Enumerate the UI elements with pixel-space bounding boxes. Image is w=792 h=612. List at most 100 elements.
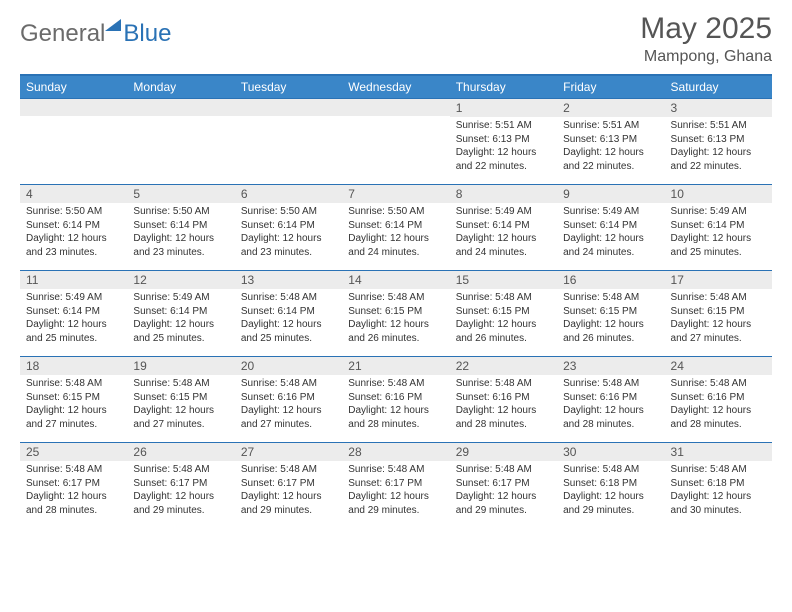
day-number: [20, 99, 127, 116]
sunrise-line: Sunrise: 5:50 AM: [348, 205, 443, 219]
sunrise-line: Sunrise: 5:48 AM: [133, 377, 228, 391]
sunrise-line: Sunrise: 5:48 AM: [348, 291, 443, 305]
calendar-day-cell: [20, 99, 127, 185]
sunrise-line: Sunrise: 5:48 AM: [26, 463, 121, 477]
calendar-day-cell: 11Sunrise: 5:49 AMSunset: 6:14 PMDayligh…: [20, 271, 127, 357]
calendar-day-cell: 25Sunrise: 5:48 AMSunset: 6:17 PMDayligh…: [20, 443, 127, 529]
sunrise-line: Sunrise: 5:48 AM: [241, 377, 336, 391]
day-details: Sunrise: 5:48 AMSunset: 6:14 PMDaylight:…: [235, 289, 342, 347]
sunset-line: Sunset: 6:18 PM: [563, 477, 658, 491]
sunrise-line: Sunrise: 5:48 AM: [348, 377, 443, 391]
daylight-line: Daylight: 12 hours and 25 minutes.: [26, 318, 121, 345]
day-details: Sunrise: 5:49 AMSunset: 6:14 PMDaylight:…: [665, 203, 772, 261]
logo-text-blue: Blue: [123, 20, 171, 48]
sunset-line: Sunset: 6:13 PM: [456, 133, 551, 147]
sunrise-line: Sunrise: 5:48 AM: [26, 377, 121, 391]
sunrise-line: Sunrise: 5:51 AM: [456, 119, 551, 133]
day-details: Sunrise: 5:48 AMSunset: 6:16 PMDaylight:…: [342, 375, 449, 433]
calendar-day-cell: 12Sunrise: 5:49 AMSunset: 6:14 PMDayligh…: [127, 271, 234, 357]
calendar-day-cell: [235, 99, 342, 185]
sunrise-line: Sunrise: 5:48 AM: [671, 291, 766, 305]
daylight-line: Daylight: 12 hours and 29 minutes.: [241, 490, 336, 517]
sunset-line: Sunset: 6:14 PM: [241, 305, 336, 319]
daylight-line: Daylight: 12 hours and 24 minutes.: [348, 232, 443, 259]
sunrise-line: Sunrise: 5:48 AM: [456, 291, 551, 305]
sunset-line: Sunset: 6:16 PM: [563, 391, 658, 405]
sunrise-line: Sunrise: 5:49 AM: [456, 205, 551, 219]
calendar-week-row: 25Sunrise: 5:48 AMSunset: 6:17 PMDayligh…: [20, 443, 772, 529]
logo: General Blue: [20, 12, 171, 48]
sunrise-line: Sunrise: 5:50 AM: [26, 205, 121, 219]
daylight-line: Daylight: 12 hours and 26 minutes.: [563, 318, 658, 345]
sunrise-line: Sunrise: 5:49 AM: [133, 291, 228, 305]
calendar-day-cell: 19Sunrise: 5:48 AMSunset: 6:15 PMDayligh…: [127, 357, 234, 443]
day-number: 23: [557, 357, 664, 375]
sunrise-line: Sunrise: 5:48 AM: [563, 291, 658, 305]
sunrise-line: Sunrise: 5:48 AM: [671, 463, 766, 477]
day-details: Sunrise: 5:50 AMSunset: 6:14 PMDaylight:…: [342, 203, 449, 261]
daylight-line: Daylight: 12 hours and 24 minutes.: [456, 232, 551, 259]
day-number: 13: [235, 271, 342, 289]
weekday-row: SundayMondayTuesdayWednesdayThursdayFrid…: [20, 75, 772, 99]
calendar-day-cell: 2Sunrise: 5:51 AMSunset: 6:13 PMDaylight…: [557, 99, 664, 185]
calendar-day-cell: 20 Sunrise: 5:48 AMSunset: 6:16 PMDayligh…: [235, 357, 342, 443]
daylight-line: Daylight: 12 hours and 29 minutes.: [133, 490, 228, 517]
sunrise-line: Sunrise: 5:51 AM: [563, 119, 658, 133]
sunset-line: Sunset: 6:14 PM: [563, 219, 658, 233]
calendar-day-cell: 15Sunrise: 5:48 AMSunset: 6:15 PMDayligh…: [450, 271, 557, 357]
sunrise-line: Sunrise: 5:50 AM: [241, 205, 336, 219]
day-details: Sunrise: 5:51 AMSunset: 6:13 PMDaylight:…: [450, 117, 557, 175]
daylight-line: Daylight: 12 hours and 28 minutes.: [456, 404, 551, 431]
day-details: Sunrise: 5:48 AMSunset: 6:16 PMDaylight:…: [557, 375, 664, 433]
sunset-line: Sunset: 6:15 PM: [133, 391, 228, 405]
day-number: 19: [127, 357, 234, 375]
daylight-line: Daylight: 12 hours and 28 minutes.: [348, 404, 443, 431]
calendar-page: General Blue May 2025 Mampong, Ghana Sun…: [0, 0, 792, 541]
day-number: 11: [20, 271, 127, 289]
calendar-day-cell: 13Sunrise: 5:48 AMSunset: 6:14 PMDayligh…: [235, 271, 342, 357]
sunset-line: Sunset: 6:16 PM: [671, 391, 766, 405]
calendar-day-cell: 8Sunrise: 5:49 AMSunset: 6:14 PMDaylight…: [450, 185, 557, 271]
sunset-line: Sunset: 6:18 PM: [671, 477, 766, 491]
sunrise-line: Sunrise: 5:49 AM: [563, 205, 658, 219]
calendar-day-cell: 18Sunrise: 5:48 AMSunset: 6:15 PMDayligh…: [20, 357, 127, 443]
day-number: 1: [450, 99, 557, 117]
calendar-day-cell: 4Sunrise: 5:50 AMSunset: 6:14 PMDaylight…: [20, 185, 127, 271]
day-number: 20: [235, 357, 342, 375]
day-number: 24: [665, 357, 772, 375]
calendar-day-cell: 5Sunrise: 5:50 AMSunset: 6:14 PMDaylight…: [127, 185, 234, 271]
calendar-day-cell: 3Sunrise: 5:51 AMSunset: 6:13 PMDaylight…: [665, 99, 772, 185]
weekday-header: Tuesday: [235, 75, 342, 99]
daylight-line: Daylight: 12 hours and 25 minutes.: [241, 318, 336, 345]
sunset-line: Sunset: 6:16 PM: [456, 391, 551, 405]
day-number: 26: [127, 443, 234, 461]
daylight-line: Daylight: 12 hours and 29 minutes.: [348, 490, 443, 517]
day-number: 12: [127, 271, 234, 289]
sunset-line: Sunset: 6:16 PM: [241, 391, 336, 405]
sunset-line: Sunset: 6:14 PM: [348, 219, 443, 233]
sunset-line: Sunset: 6:13 PM: [671, 133, 766, 147]
sunrise-line: Sunrise: 5:51 AM: [671, 119, 766, 133]
weekday-header: Friday: [557, 75, 664, 99]
day-details: Sunrise: 5:49 AMSunset: 6:14 PMDaylight:…: [20, 289, 127, 347]
page-title: May 2025: [640, 12, 772, 46]
daylight-line: Daylight: 12 hours and 23 minutes.: [133, 232, 228, 259]
day-number: 8: [450, 185, 557, 203]
daylight-line: Daylight: 12 hours and 27 minutes.: [241, 404, 336, 431]
page-subtitle: Mampong, Ghana: [640, 48, 772, 66]
calendar-day-cell: 9Sunrise: 5:49 AMSunset: 6:14 PMDaylight…: [557, 185, 664, 271]
day-details: Sunrise: 5:48 AMSunset: 6:18 PMDaylight:…: [557, 461, 664, 519]
daylight-line: Daylight: 12 hours and 26 minutes.: [348, 318, 443, 345]
calendar-day-cell: 7Sunrise: 5:50 AMSunset: 6:14 PMDaylight…: [342, 185, 449, 271]
day-number: 16: [557, 271, 664, 289]
day-details: Sunrise: 5:48 AMSunset: 6:18 PMDaylight:…: [665, 461, 772, 519]
calendar-week-row: 11Sunrise: 5:49 AMSunset: 6:14 PMDayligh…: [20, 271, 772, 357]
day-details: Sunrise: 5:50 AMSunset: 6:14 PMDaylight:…: [20, 203, 127, 261]
calendar-week-row: 18Sunrise: 5:48 AMSunset: 6:15 PMDayligh…: [20, 357, 772, 443]
day-number: 18: [20, 357, 127, 375]
daylight-line: Daylight: 12 hours and 27 minutes.: [26, 404, 121, 431]
sunset-line: Sunset: 6:14 PM: [133, 219, 228, 233]
day-details: Sunrise: 5:48 AMSunset: 6:15 PMDaylight:…: [342, 289, 449, 347]
calendar-day-cell: 30Sunrise: 5:48 AMSunset: 6:18 PMDayligh…: [557, 443, 664, 529]
weekday-header: Wednesday: [342, 75, 449, 99]
